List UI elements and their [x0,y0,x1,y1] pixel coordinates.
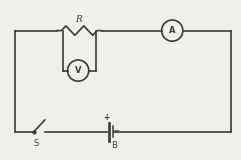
Text: B: B [111,141,117,150]
Text: V: V [75,66,81,75]
Text: R: R [75,15,81,24]
Text: A: A [169,26,175,35]
Text: S: S [33,139,38,148]
Text: −: − [113,126,120,135]
Text: +: + [103,113,109,122]
